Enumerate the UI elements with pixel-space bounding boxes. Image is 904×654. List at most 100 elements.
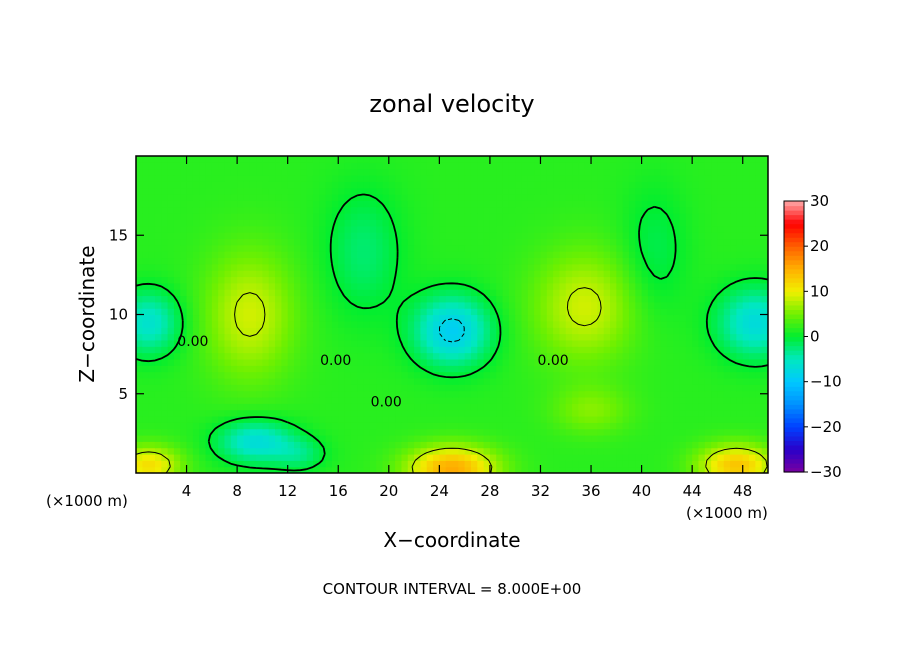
heatmap-cell: [483, 422, 491, 430]
heatmap-cell: [268, 200, 276, 208]
heatmap-cell: [249, 232, 257, 240]
heatmap-cell: [616, 390, 624, 398]
heatmap-cell: [142, 333, 150, 341]
heatmap-cell: [521, 346, 529, 354]
heatmap-cell: [464, 365, 472, 373]
heatmap-cell: [755, 460, 763, 468]
heatmap-cell: [559, 339, 567, 347]
heatmap-cell: [534, 453, 542, 461]
heatmap-cell: [496, 352, 504, 360]
heatmap-cell: [692, 168, 700, 176]
heatmap-cell: [458, 441, 466, 449]
heatmap-cell: [281, 213, 289, 220]
heatmap-cell: [515, 156, 523, 163]
heatmap-cell: [281, 289, 289, 297]
heatmap-cell: [369, 434, 377, 442]
heatmap-cell: [673, 232, 681, 240]
heatmap-cell: [369, 396, 377, 404]
heatmap-cell: [262, 384, 270, 392]
heatmap-cell: [717, 206, 725, 214]
heatmap-cell: [515, 403, 523, 411]
heatmap-cell: [742, 225, 750, 233]
heatmap-cell: [407, 415, 415, 423]
heatmap-cell: [192, 301, 200, 309]
heatmap-cell: [502, 301, 510, 309]
heatmap-cell: [433, 181, 440, 189]
heatmap-cell: [666, 460, 674, 468]
heatmap-cell: [742, 346, 750, 354]
heatmap-cell: [350, 377, 358, 385]
heatmap-cell: [458, 251, 466, 259]
heatmap-cell: [546, 466, 554, 473]
heatmap-cell: [534, 257, 542, 265]
heatmap-cell: [401, 384, 409, 392]
heatmap-cell: [192, 327, 200, 335]
heatmap-cell: [635, 333, 643, 341]
heatmap-cell: [553, 213, 561, 220]
heatmap-cell: [723, 333, 731, 341]
heatmap-cell: [540, 352, 548, 360]
heatmap-cell: [477, 213, 485, 220]
heatmap-cell: [470, 409, 478, 417]
heatmap-cell: [262, 200, 270, 208]
heatmap-cell: [704, 194, 712, 201]
heatmap-cell: [496, 384, 504, 392]
heatmap-cell: [376, 365, 384, 373]
heatmap-cell: [508, 377, 516, 385]
heatmap-cell: [319, 308, 327, 316]
heatmap-cell: [173, 295, 181, 303]
heatmap-cell: [287, 276, 295, 284]
heatmap-cell: [445, 447, 453, 455]
heatmap-cell: [180, 339, 188, 347]
heatmap-cell: [294, 289, 301, 297]
heatmap-cell: [534, 422, 542, 430]
heatmap-cell: [483, 320, 491, 328]
heatmap-cell: [325, 308, 333, 316]
heatmap-cell: [647, 327, 655, 335]
heatmap-cell: [704, 200, 712, 208]
heatmap-cell: [357, 403, 365, 411]
heatmap-cell: [312, 365, 320, 373]
heatmap-cell: [192, 384, 200, 392]
heatmap-cell: [401, 200, 409, 208]
heatmap-cell: [685, 352, 693, 360]
heatmap-cell: [218, 415, 226, 423]
heatmap-cell: [584, 213, 592, 220]
heatmap-cell: [249, 270, 257, 278]
heatmap-cell: [559, 276, 567, 284]
heatmap-cell: [338, 263, 346, 271]
heatmap-cell: [154, 327, 162, 335]
heatmap-cell: [306, 447, 314, 455]
heatmap-cell: [186, 301, 194, 309]
heatmap-cell: [489, 181, 497, 189]
heatmap-cell: [470, 276, 478, 284]
heatmap-cell: [319, 257, 327, 265]
heatmap-cell: [584, 295, 592, 303]
heatmap-cell: [546, 200, 554, 208]
heatmap-cell: [407, 339, 415, 347]
heatmap-cell: [218, 156, 226, 163]
heatmap-cell: [433, 282, 440, 290]
heatmap-cell: [761, 314, 768, 322]
heatmap-cell: [749, 257, 756, 265]
heatmap-cell: [173, 270, 181, 278]
heatmap-cell: [730, 156, 737, 163]
heatmap-cell: [300, 282, 308, 290]
heatmap-cell: [546, 206, 554, 214]
heatmap-cell: [180, 377, 188, 385]
heatmap-cell: [161, 460, 169, 468]
heatmap-cell: [502, 428, 510, 436]
heatmap-cell: [534, 232, 542, 240]
heatmap-cell: [237, 314, 245, 322]
heatmap-cell: [673, 175, 681, 182]
heatmap-cell: [515, 415, 523, 423]
heatmap-cell: [666, 213, 674, 220]
heatmap-cell: [546, 289, 554, 297]
heatmap-cell: [173, 282, 181, 290]
heatmap-cell: [502, 346, 510, 354]
heatmap-cell: [761, 276, 768, 284]
heatmap-cell: [287, 447, 295, 455]
heatmap-cell: [635, 352, 643, 360]
heatmap-cell: [622, 403, 630, 411]
heatmap-cell: [237, 466, 245, 473]
